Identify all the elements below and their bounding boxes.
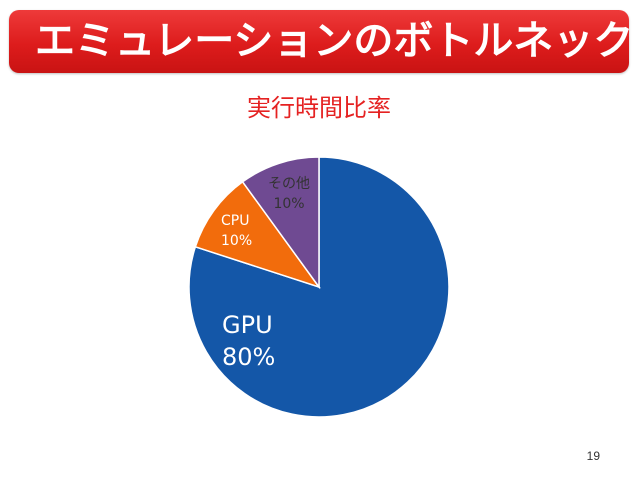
title-banner: エミュレーションのボトルネック (9, 10, 633, 73)
chart-title: 実行時間比率 (247, 94, 391, 122)
pie-slice-other (241, 156, 320, 290)
pie-label-cpu: CPU (221, 213, 249, 229)
pie-label-gpu: GPU (222, 311, 273, 339)
pie-value-label-cpu: 10% (221, 233, 252, 249)
pie-label-other: その他 (268, 176, 310, 192)
page-number: 19 (586, 449, 600, 463)
pie-value-label-other: 10% (273, 196, 304, 212)
pie-slice-cpu (194, 180, 321, 289)
slide-title: エミュレーションのボトルネック (35, 18, 634, 64)
pie-value-label-gpu: 80% (222, 343, 275, 371)
